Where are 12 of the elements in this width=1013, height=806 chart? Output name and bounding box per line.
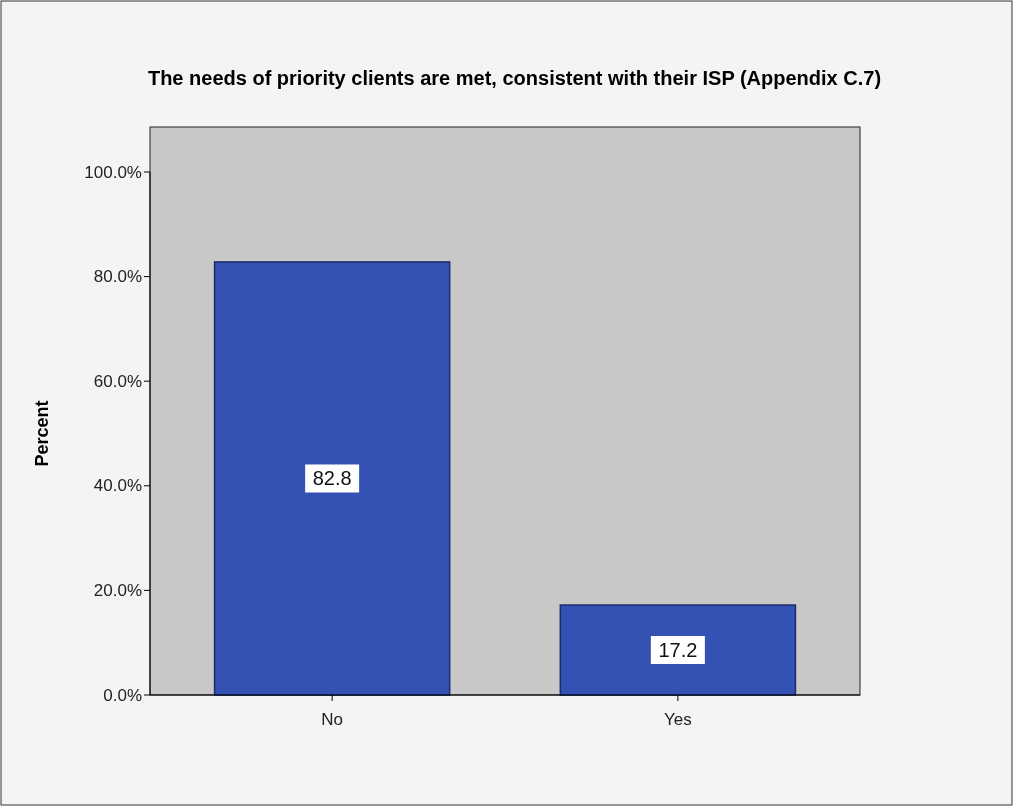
y-tick-label: 20.0% [93,580,142,600]
y-tick-label: 60.0% [93,371,142,391]
data-label: 82.8 [312,467,352,490]
y-tick-label: 80.0% [93,267,142,287]
y-tick-label: 100.0% [84,162,142,182]
x-tick-label: No [321,710,343,729]
data-label: 17.2 [658,639,698,662]
x-tick-label: Yes [664,710,692,729]
y-tick-label: 0.0% [103,685,142,705]
y-axis-title: Percent [32,400,52,467]
y-tick-label: 40.0% [93,476,142,496]
chart-title: The needs of priority clients are met, consistent with their ISP (Appendix C.7) [147,67,882,89]
